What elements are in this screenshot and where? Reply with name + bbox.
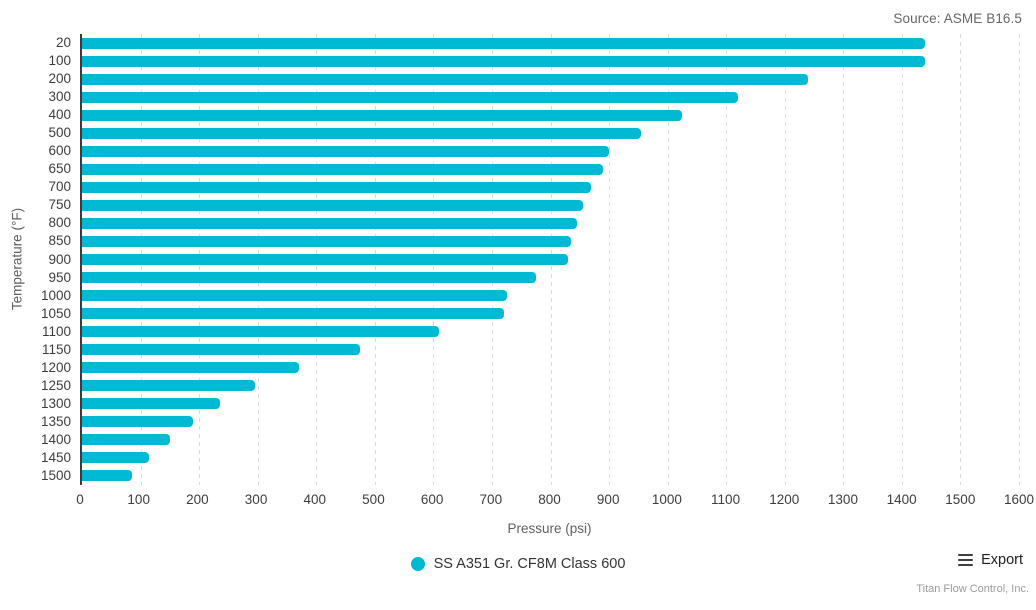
y-tick-500: 500 xyxy=(48,125,71,141)
y-tick-1100: 1100 xyxy=(41,323,71,339)
legend-marker-icon xyxy=(410,557,425,571)
bar-800[interactable] xyxy=(82,217,577,229)
x-tick-1300: 1300 xyxy=(827,492,858,507)
footer-credit: Titan Flow Control, Inc. xyxy=(916,583,1029,595)
legend: SS A351 Gr. CF8M Class 600 xyxy=(0,556,1036,572)
plot-area xyxy=(80,34,1020,485)
bar-1450[interactable] xyxy=(82,452,150,464)
bar-950[interactable] xyxy=(82,272,536,284)
x-tick-900: 900 xyxy=(596,492,620,507)
bar-650[interactable] xyxy=(82,163,604,175)
bar-1250[interactable] xyxy=(82,380,255,392)
bar-100[interactable] xyxy=(82,55,926,67)
legend-item-series[interactable]: SS A351 Gr. CF8M Class 600 xyxy=(410,556,626,572)
bar-700[interactable] xyxy=(82,181,592,193)
x-tick-1100: 1100 xyxy=(711,492,741,507)
x-tick-1000: 1000 xyxy=(651,492,682,507)
bar-500[interactable] xyxy=(82,127,642,139)
y-tick-600: 600 xyxy=(48,143,71,159)
gridline-1600 xyxy=(1019,34,1020,485)
x-tick-700: 700 xyxy=(479,492,503,507)
y-tick-850: 850 xyxy=(48,233,71,249)
y-tick-1050: 1050 xyxy=(40,305,71,321)
y-tick-700: 700 xyxy=(48,179,71,195)
bar-1000[interactable] xyxy=(82,290,507,302)
gridline-1500 xyxy=(960,34,962,485)
x-tick-1200: 1200 xyxy=(769,492,800,507)
export-button[interactable]: Export xyxy=(958,552,1023,568)
y-tick-1400: 1400 xyxy=(40,431,71,447)
bar-300[interactable] xyxy=(82,91,738,103)
bar-400[interactable] xyxy=(82,109,683,121)
x-axis-title: Pressure (psi) xyxy=(507,521,592,536)
bar-1200[interactable] xyxy=(82,362,299,374)
gridline-900 xyxy=(609,34,611,485)
bar-1350[interactable] xyxy=(82,416,194,428)
bar-1500[interactable] xyxy=(82,470,132,482)
source-annotation: Source: ASME B16.5 xyxy=(893,11,1022,26)
y-tick-400: 400 xyxy=(48,107,71,123)
bar-1400[interactable] xyxy=(82,434,170,446)
gridline-1300 xyxy=(843,34,845,485)
x-tick-1400: 1400 xyxy=(886,492,917,507)
y-tick-1450: 1450 xyxy=(40,449,71,465)
hamburger-menu-icon xyxy=(958,553,974,567)
gridline-1400 xyxy=(901,34,903,485)
x-tick-100: 100 xyxy=(127,492,150,507)
bar-1050[interactable] xyxy=(82,308,504,320)
y-tick-1200: 1200 xyxy=(40,359,71,375)
bar-200[interactable] xyxy=(82,73,809,85)
x-tick-800: 800 xyxy=(538,492,561,507)
x-tick-0: 0 xyxy=(76,492,84,507)
y-tick-200: 200 xyxy=(48,71,71,87)
y-tick-1250: 1250 xyxy=(40,377,71,393)
x-tick-500: 500 xyxy=(362,492,385,507)
bar-900[interactable] xyxy=(82,254,569,265)
gridline-1000 xyxy=(667,34,669,485)
legend-label: SS A351 Gr. CF8M Class 600 xyxy=(433,556,626,572)
bar-1300[interactable] xyxy=(82,398,220,410)
x-tick-1600: 1600 xyxy=(1003,492,1035,507)
y-tick-1500: 1500 xyxy=(40,467,71,483)
x-axis-tick-labels: 0 100 200 300 400 500 600 700 800 900 1000 1100 1200… xyxy=(76,492,1034,509)
x-tick-300: 300 xyxy=(244,492,268,507)
bar-20[interactable] xyxy=(82,37,926,49)
y-axis-tick-labels: 20 100 200 300 400 500 600 650 700 750 800 850 900 95… xyxy=(0,34,71,485)
bar-850[interactable] xyxy=(82,235,571,247)
bar-600[interactable] xyxy=(82,145,610,157)
y-tick-800: 800 xyxy=(48,215,71,231)
bar-750[interactable] xyxy=(82,199,583,211)
y-tick-900: 900 xyxy=(48,251,71,267)
x-tick-600: 600 xyxy=(420,492,444,507)
bar-1100[interactable] xyxy=(82,326,440,338)
x-tick-400: 400 xyxy=(303,492,327,507)
x-tick-200: 200 xyxy=(186,492,209,507)
y-tick-100: 100 xyxy=(48,53,71,69)
bar-1150[interactable] xyxy=(82,344,361,356)
gridline-1200 xyxy=(784,34,786,485)
y-tick-1300: 1300 xyxy=(40,395,71,411)
y-tick-1150: 1150 xyxy=(41,341,71,357)
y-tick-20: 20 xyxy=(55,35,71,51)
x-tick-1500: 1500 xyxy=(945,492,976,507)
y-tick-1350: 1350 xyxy=(40,413,71,429)
export-button-label: Export xyxy=(981,552,1023,568)
gridline-1100 xyxy=(726,34,728,485)
y-tick-300: 300 xyxy=(48,89,71,105)
y-tick-950: 950 xyxy=(48,269,71,285)
y-tick-1000: 1000 xyxy=(40,287,71,303)
y-tick-650: 650 xyxy=(48,161,71,177)
y-tick-750: 750 xyxy=(48,197,71,213)
